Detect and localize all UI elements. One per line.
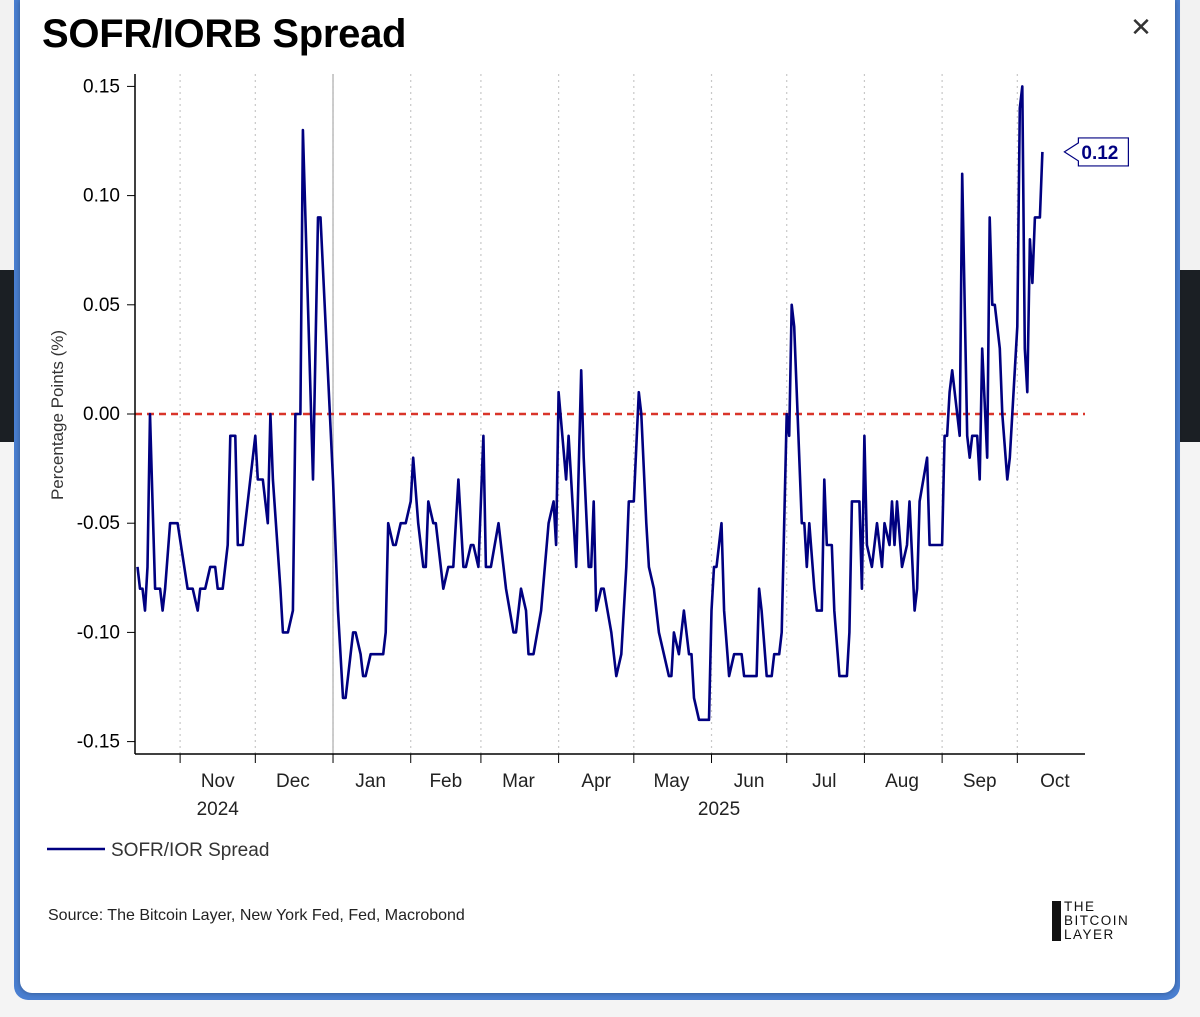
- y-tick-label: -0.10: [77, 622, 120, 643]
- grid-lines: [179, 74, 1018, 763]
- x-tick-label: Nov: [201, 771, 235, 792]
- x-tick-label: Jul: [812, 771, 836, 792]
- chart-panel: [28, 0, 1166, 983]
- x-tick-label: May: [653, 771, 689, 792]
- last-value-box: [1063, 137, 1129, 167]
- y-tick-label: 0.05: [83, 295, 120, 316]
- y-axis: 0.15 0.10 0.05 0.00 -0.05 -0.10 -0.15: [77, 76, 135, 753]
- y-tick-label: 0.00: [83, 404, 120, 425]
- legend: SOFR/IOR Spread: [47, 840, 269, 861]
- x-tick-label: Sep: [963, 771, 997, 792]
- y-tick-label: -0.05: [77, 513, 120, 534]
- last-value-label: 0.12: [1081, 143, 1118, 164]
- bitcoin-layer-logo: THE BITCOIN LAYER: [1052, 899, 1156, 942]
- x-tick-label: Mar: [502, 771, 535, 792]
- series-line: [136, 85, 1044, 722]
- x-tick-label: Jun: [734, 771, 765, 792]
- chart-title: SOFR/IORB Spread: [42, 12, 407, 56]
- logo-bar: [1052, 901, 1061, 941]
- x-tick-label: Feb: [429, 771, 462, 792]
- y-axis-label: Percentage Points (%): [48, 330, 67, 500]
- x-tick-label: Oct: [1040, 771, 1070, 792]
- last-value-callout: 0.12: [1063, 137, 1129, 167]
- x-tick-label: Jan: [355, 771, 386, 792]
- series-group: [136, 85, 1044, 722]
- x-year-label: 2025: [698, 799, 740, 820]
- x-tick-label: Aug: [885, 771, 919, 792]
- x-tick-label: Dec: [276, 771, 310, 792]
- y-tick-label: 0.15: [83, 76, 120, 97]
- x-tick-label: Apr: [581, 771, 611, 792]
- legend-label: SOFR/IOR Spread: [111, 840, 269, 861]
- logo-text: THE BITCOIN LAYER: [1064, 899, 1130, 942]
- y-tick-label: -0.15: [77, 732, 120, 753]
- source-text: Source: The Bitcoin Layer, New York Fed,…: [48, 907, 465, 924]
- close-icon[interactable]: ✕: [1124, 10, 1158, 44]
- x-axis: Nov Dec Jan Feb Mar Apr May Jun Jul Aug Sep Oct 2024…: [197, 771, 1071, 820]
- x-year-label: 2024: [197, 799, 240, 820]
- y-tick-label: 0.10: [83, 186, 120, 207]
